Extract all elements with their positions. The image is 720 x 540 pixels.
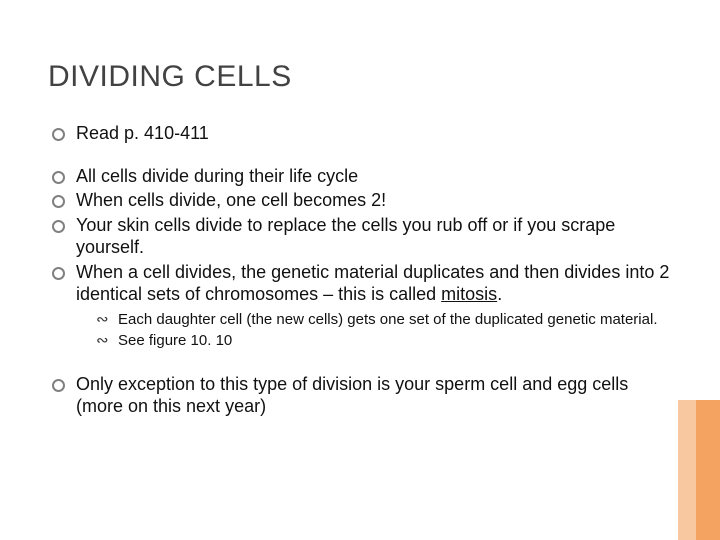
spacer (48, 355, 672, 373)
list-item-text: When a cell divides, the genetic materia… (76, 262, 669, 305)
bullet-list: Only exception to this type of division … (48, 373, 672, 418)
list-item: Read p. 410-411 (48, 122, 672, 145)
bullet-list: All cells divide during their life cycle… (48, 165, 672, 351)
list-item-text: Only exception to this type of division … (76, 374, 628, 417)
sub-list-item-text: Each daughter cell (the new cells) gets … (118, 311, 657, 328)
spacer (48, 147, 672, 165)
list-item-text: All cells divide during their life cycle (76, 166, 358, 186)
list-item-text: When cells divide, one cell becomes 2! (76, 190, 386, 210)
list-item: When a cell divides, the genetic materia… (48, 261, 672, 351)
slide-title: DIVIDING CELLS (48, 60, 672, 94)
slide: DIVIDING CELLS Read p. 410-411 All cells… (0, 0, 720, 540)
sub-list-item: Each daughter cell (the new cells) gets … (96, 310, 672, 330)
list-item-text: Your skin cells divide to replace the ce… (76, 215, 615, 258)
sub-list-item-text: See figure 10. 10 (118, 332, 232, 349)
underlined-term: mitosis (441, 284, 497, 304)
list-item: Your skin cells divide to replace the ce… (48, 214, 672, 259)
sub-list-item: See figure 10. 10 (96, 331, 672, 351)
list-item-text: Read p. 410-411 (76, 123, 209, 143)
sub-list: Each daughter cell (the new cells) gets … (76, 310, 672, 351)
list-item: When cells divide, one cell becomes 2! (48, 189, 672, 212)
list-item: All cells divide during their life cycle (48, 165, 672, 188)
accent-bar-light (678, 400, 696, 540)
accent-bar-dark (696, 400, 720, 540)
accent-decoration (678, 400, 720, 540)
bullet-list: Read p. 410-411 (48, 122, 672, 145)
period: . (497, 284, 502, 304)
list-item: Only exception to this type of division … (48, 373, 672, 418)
